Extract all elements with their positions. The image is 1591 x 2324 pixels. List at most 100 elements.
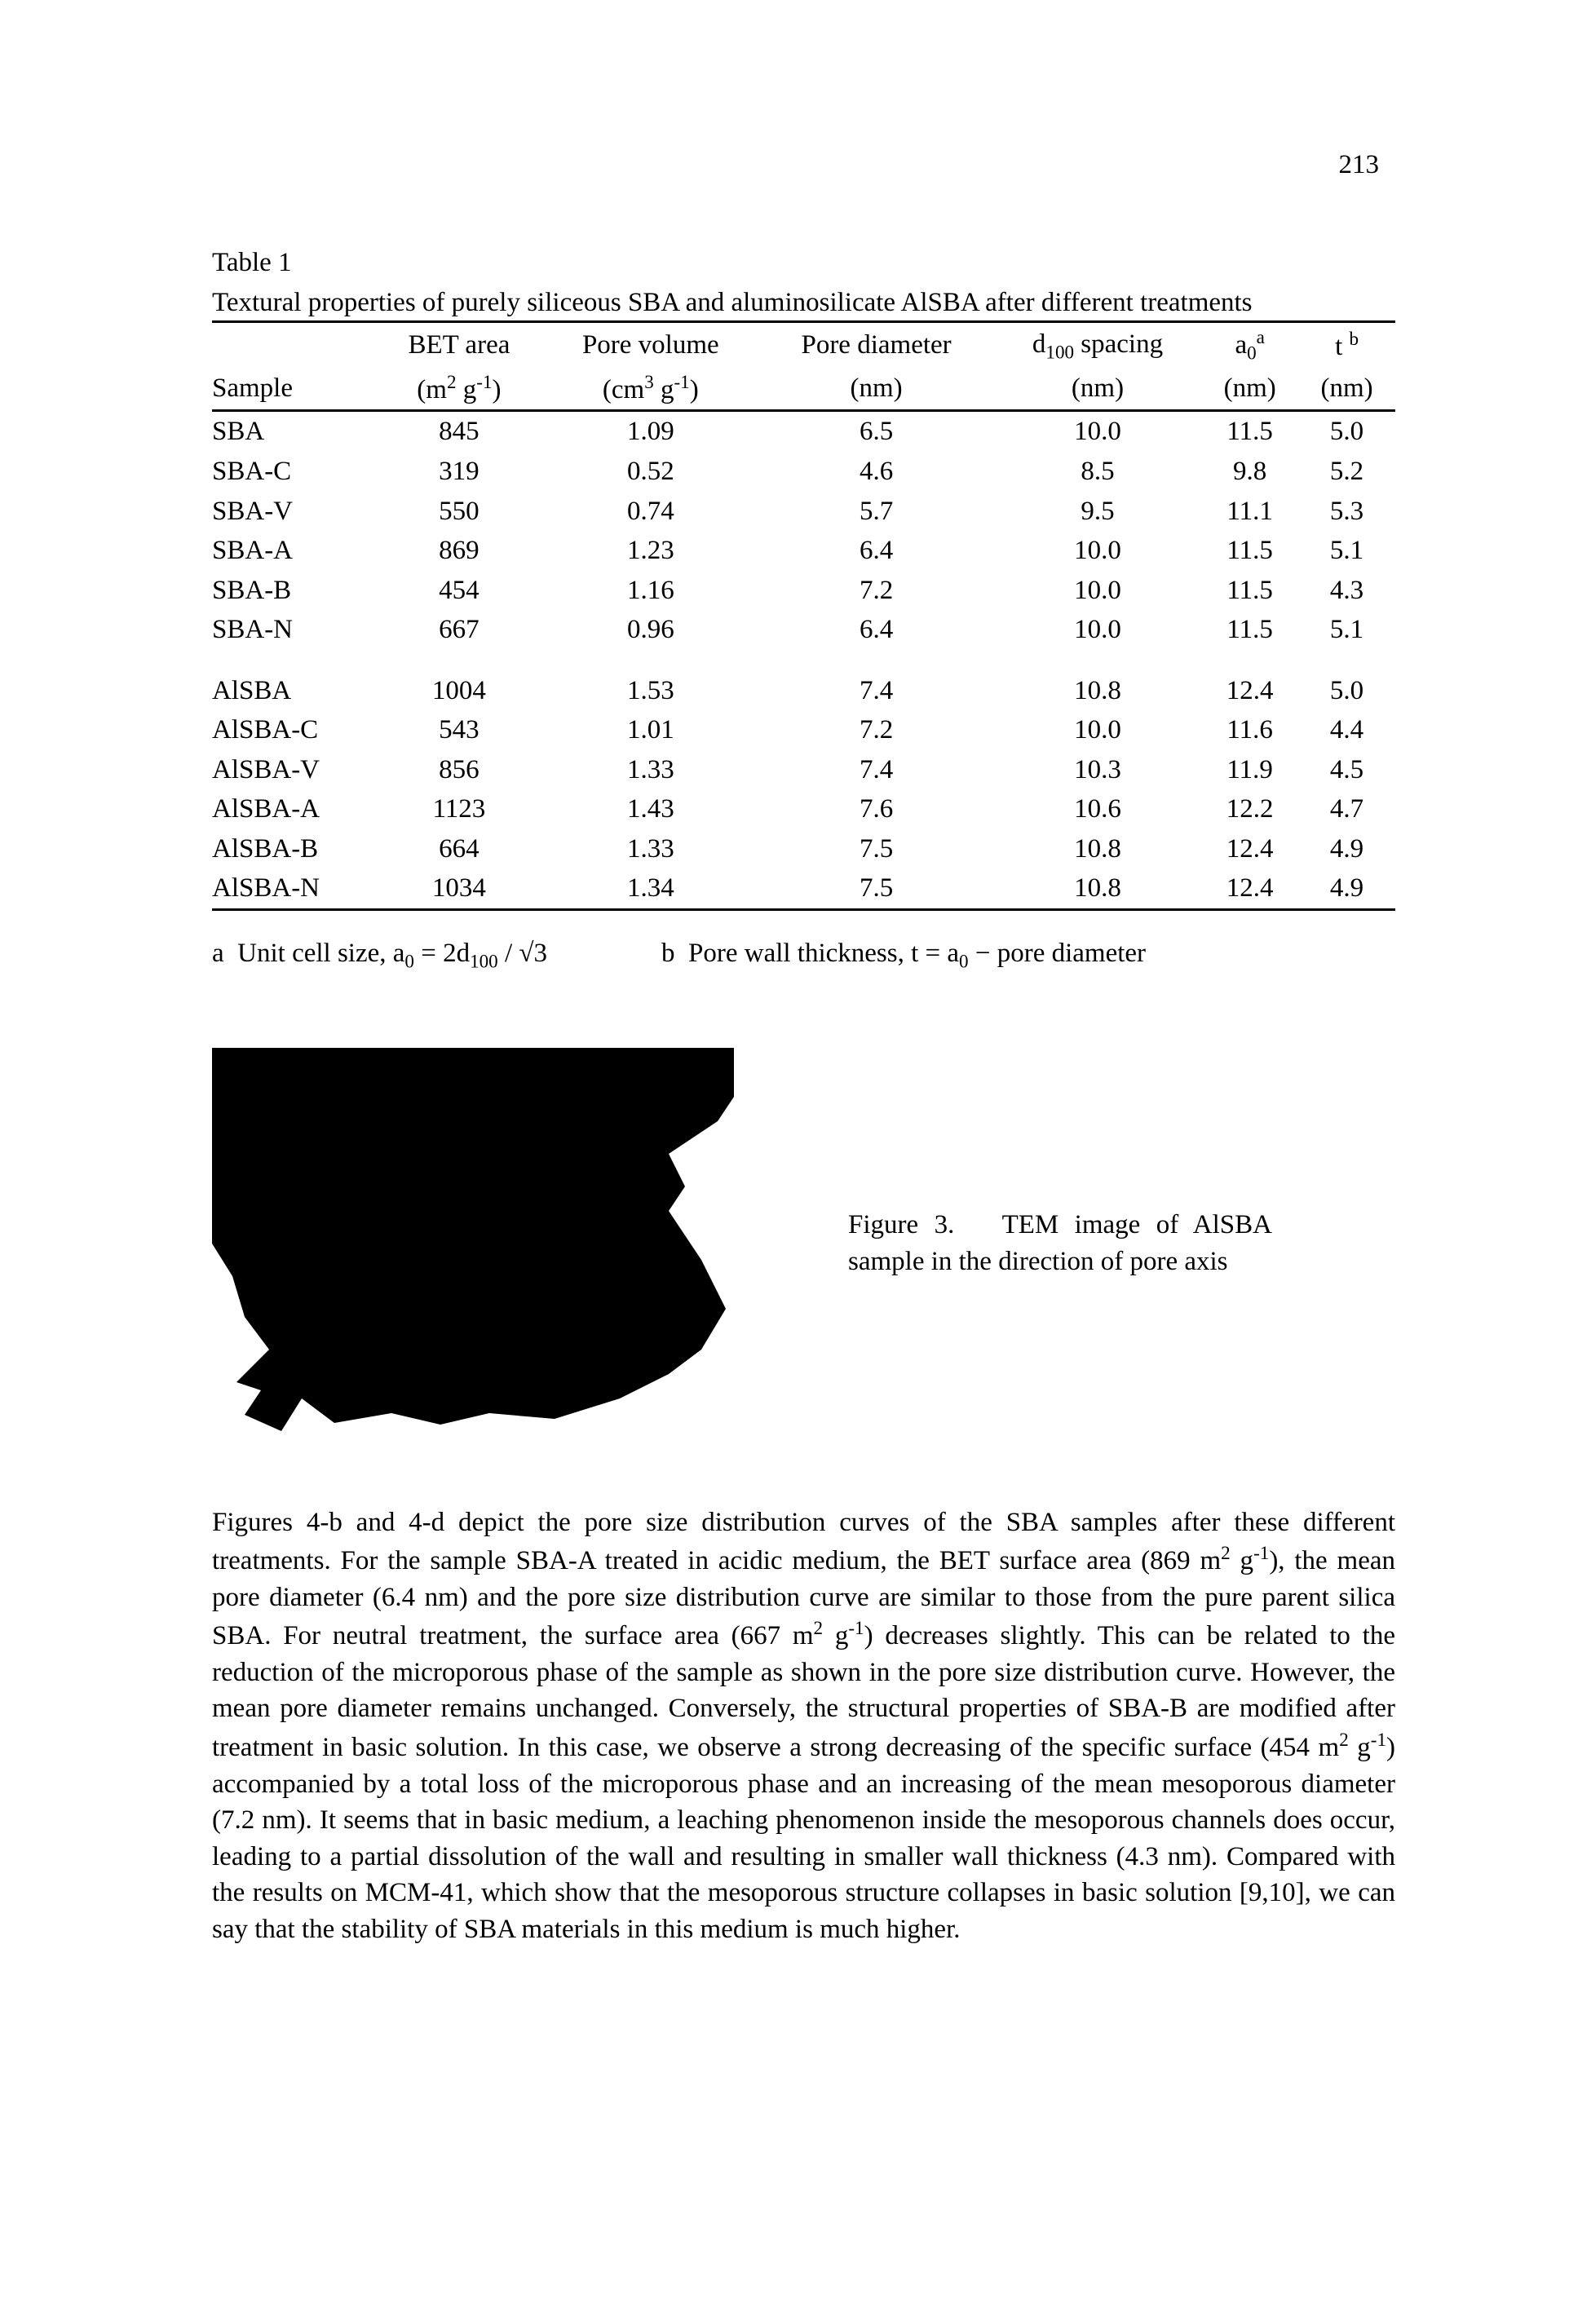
col-header: a0a <box>1201 322 1298 368</box>
textural-properties-table: BET area Pore volume Pore diameter d100 … <box>212 320 1395 911</box>
table-cell: 7.4 <box>758 750 993 790</box>
col-header: d100 spacing <box>994 322 1202 368</box>
table-cell: AlSBA-A <box>212 789 376 829</box>
table-row: SBA-A8691.236.410.011.55.1 <box>212 531 1395 571</box>
table-1: Table 1 Textural properties of purely si… <box>212 245 1395 974</box>
table-cell: 12.4 <box>1201 868 1298 909</box>
col-header-unit: (cm3 g-1) <box>542 368 758 411</box>
col-header: Pore volume <box>542 322 758 368</box>
table-header-row-2: Sample (m2 g-1) (cm3 g-1) (nm) (nm) (nm)… <box>212 368 1395 411</box>
table-cell: 10.8 <box>994 868 1202 909</box>
table-cell: 10.8 <box>994 829 1202 869</box>
table-cell: 1123 <box>376 789 543 829</box>
table-row: SBA8451.096.510.011.55.0 <box>212 411 1395 452</box>
table-cell: 11.5 <box>1201 571 1298 611</box>
table-cell: SBA-B <box>212 571 376 611</box>
figure-3-tem-image <box>212 1048 734 1439</box>
table-cell: 319 <box>376 452 543 492</box>
table-cell: 5.7 <box>758 492 993 532</box>
table-cell: 4.7 <box>1298 789 1395 829</box>
page-number: 213 <box>1339 147 1380 183</box>
table-cell: 0.74 <box>542 492 758 532</box>
table-row: SBA-B4541.167.210.011.54.3 <box>212 571 1395 611</box>
table-cell: 10.0 <box>994 531 1202 571</box>
table-cell: 1.01 <box>542 710 758 750</box>
col-header-unit: Sample <box>212 368 376 411</box>
table-body: SBA8451.096.510.011.55.0SBA-C3190.524.68… <box>212 411 1395 910</box>
table-cell: 4.3 <box>1298 571 1395 611</box>
table-cell: 4.9 <box>1298 868 1395 909</box>
table-cell: 7.2 <box>758 571 993 611</box>
table-cell: 7.5 <box>758 829 993 869</box>
table-cell: 1034 <box>376 868 543 909</box>
table-cell: SBA-C <box>212 452 376 492</box>
table-cell: 5.3 <box>1298 492 1395 532</box>
col-header-unit: (nm) <box>1298 368 1395 411</box>
table-cell: 5.1 <box>1298 610 1395 650</box>
table-cell: 0.96 <box>542 610 758 650</box>
table-cell: 6.4 <box>758 610 993 650</box>
table-cell: 12.2 <box>1201 789 1298 829</box>
table-cell: 667 <box>376 610 543 650</box>
table-cell: 10.0 <box>994 610 1202 650</box>
table-gap-row <box>212 650 1395 671</box>
table-label: Table 1 <box>212 245 1395 281</box>
table-header-row-1: BET area Pore volume Pore diameter d100 … <box>212 322 1395 368</box>
table-cell: 1004 <box>376 671 543 711</box>
table-cell: 10.6 <box>994 789 1202 829</box>
table-cell: 1.43 <box>542 789 758 829</box>
table-cell: 4.9 <box>1298 829 1395 869</box>
table-cell: SBA-A <box>212 531 376 571</box>
col-header-unit: (nm) <box>994 368 1202 411</box>
figure-3-caption: Figure 3. TEM image of AlSBA sample in t… <box>848 1207 1272 1279</box>
table-cell: SBA-V <box>212 492 376 532</box>
table-row: AlSBA-N10341.347.510.812.44.9 <box>212 868 1395 909</box>
table-row: AlSBA-V8561.337.410.311.94.5 <box>212 750 1395 790</box>
body-paragraph: Figures 4-b and 4-d depict the pore size… <box>212 1504 1395 1948</box>
col-header-unit: (nm) <box>758 368 993 411</box>
table-cell: 11.1 <box>1201 492 1298 532</box>
table-cell: 1.09 <box>542 411 758 452</box>
table-cell: 10.0 <box>994 571 1202 611</box>
table-cell: 12.4 <box>1201 829 1298 869</box>
table-cell: 5.0 <box>1298 671 1395 711</box>
table-cell: 1.33 <box>542 829 758 869</box>
table-cell: 11.6 <box>1201 710 1298 750</box>
table-cell: 7.4 <box>758 671 993 711</box>
table-cell: 543 <box>376 710 543 750</box>
table-cell: 856 <box>376 750 543 790</box>
table-cell: 7.6 <box>758 789 993 829</box>
table-cell: 1.23 <box>542 531 758 571</box>
table-cell: 7.2 <box>758 710 993 750</box>
col-header: Pore diameter <box>758 322 993 368</box>
table-cell: 1.53 <box>542 671 758 711</box>
col-header-unit: (m2 g-1) <box>376 368 543 411</box>
table-row: AlSBA-C5431.017.210.011.64.4 <box>212 710 1395 750</box>
table-cell: AlSBA-V <box>212 750 376 790</box>
col-header: t b <box>1298 322 1395 368</box>
table-cell: 0.52 <box>542 452 758 492</box>
table-cell: 845 <box>376 411 543 452</box>
table-cell: 10.0 <box>994 710 1202 750</box>
table-caption: Textural properties of purely siliceous … <box>212 285 1395 321</box>
table-cell: 11.5 <box>1201 411 1298 452</box>
col-header <box>212 322 376 368</box>
table-cell: AlSBA-B <box>212 829 376 869</box>
table-cell: 1.16 <box>542 571 758 611</box>
table-cell: 11.5 <box>1201 610 1298 650</box>
table-cell: 8.5 <box>994 452 1202 492</box>
table-cell: SBA <box>212 411 376 452</box>
table-footnote-b: b Pore wall thickness, t = a0 − pore dia… <box>661 935 1146 974</box>
table-cell: 6.5 <box>758 411 993 452</box>
table-cell: 869 <box>376 531 543 571</box>
table-cell: 5.2 <box>1298 452 1395 492</box>
col-header: BET area <box>376 322 543 368</box>
table-cell: 4.5 <box>1298 750 1395 790</box>
table-cell: 1.34 <box>542 868 758 909</box>
table-cell: 12.4 <box>1201 671 1298 711</box>
table-cell: 454 <box>376 571 543 611</box>
table-cell: 10.0 <box>994 411 1202 452</box>
table-cell: 6.4 <box>758 531 993 571</box>
table-cell: 4.4 <box>1298 710 1395 750</box>
table-cell: 9.5 <box>994 492 1202 532</box>
